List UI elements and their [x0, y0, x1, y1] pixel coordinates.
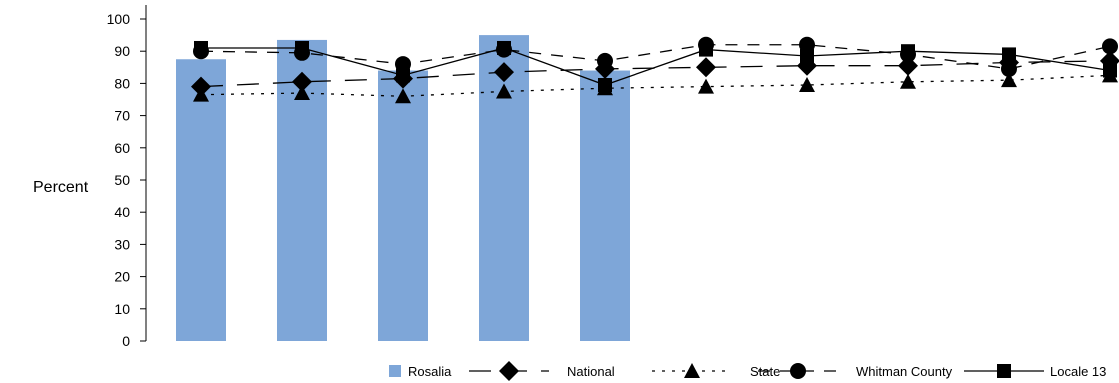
triangle-point: [294, 85, 310, 101]
legend-label: Whitman County: [856, 364, 953, 379]
square-point: [1002, 47, 1016, 62]
diamond-point: [797, 55, 817, 76]
legend-marker: [684, 363, 700, 378]
y-tick-label: 100: [107, 11, 131, 27]
legend-item-whitman-county: Whitman County: [758, 363, 953, 379]
diamond-point: [191, 76, 211, 97]
triangle-point: [1001, 72, 1017, 88]
circle-point: [1102, 38, 1118, 55]
legend: Rosalia National State Whitman County Locale…: [389, 361, 1106, 381]
series-state: [193, 67, 1118, 104]
triangle-point: [698, 78, 714, 94]
diamond-point: [898, 55, 918, 76]
square-point: [194, 40, 208, 55]
y-tick-label: 10: [114, 301, 130, 317]
y-tick-label: 0: [122, 333, 130, 349]
y-tick-label: 60: [114, 140, 130, 156]
bar: [176, 59, 226, 341]
axes: 0 10 20 30 40 50 60 70 80 90 100: [107, 5, 147, 349]
square-point: [800, 49, 814, 64]
y-tick-label: 70: [114, 108, 130, 124]
series-line: [200, 44, 1111, 70]
y-axis-label: Percent: [33, 179, 89, 196]
square-point: [295, 40, 309, 55]
legend-item-national: National: [469, 361, 615, 381]
legend-marker: [997, 364, 1011, 378]
triangle-point: [900, 73, 916, 89]
legend-label: Locale 13: [1050, 364, 1106, 379]
y-tick-label: 80: [114, 75, 130, 91]
y-tick-label: 30: [114, 236, 130, 252]
bar: [378, 70, 428, 342]
series-national: [191, 50, 1119, 97]
series-whitman-county: [193, 36, 1118, 77]
circle-point: [799, 36, 815, 53]
circle-point: [597, 52, 613, 69]
bar: [580, 70, 630, 342]
triangle-point: [193, 86, 209, 102]
legend-label: Rosalia: [408, 364, 452, 379]
diamond-point: [595, 58, 615, 79]
line-series: [191, 36, 1119, 104]
square-point: [699, 42, 713, 57]
circle-point: [395, 56, 411, 73]
legend-marker: [499, 361, 519, 381]
series-line: [200, 60, 1111, 88]
y-tick-label: 90: [114, 43, 130, 59]
square-point: [1103, 63, 1117, 78]
triangle-point: [799, 77, 815, 93]
y-tick-label: 40: [114, 204, 130, 220]
square-point: [497, 40, 511, 55]
legend-label: National: [567, 364, 615, 379]
legend-item-rosalia: Rosalia: [389, 364, 452, 379]
circle-point: [1001, 60, 1017, 77]
diamond-point: [494, 62, 514, 83]
triangle-point: [395, 88, 411, 104]
diamond-point: [292, 71, 312, 92]
triangle-point: [496, 83, 512, 99]
y-tick-label: 20: [114, 269, 130, 285]
legend-item-locale-13: Locale 13: [964, 364, 1106, 379]
series-locale-13: [194, 40, 1117, 93]
series-line: [201, 47, 1111, 86]
square-point: [598, 78, 612, 93]
legend-marker: [790, 363, 806, 379]
y-tick-label: 50: [114, 172, 130, 188]
square-point: [396, 68, 410, 83]
legend-swatch: [389, 365, 401, 377]
square-point: [901, 44, 915, 59]
series-line: [200, 74, 1111, 97]
bar-series: [176, 35, 630, 342]
diamond-point: [696, 57, 716, 78]
